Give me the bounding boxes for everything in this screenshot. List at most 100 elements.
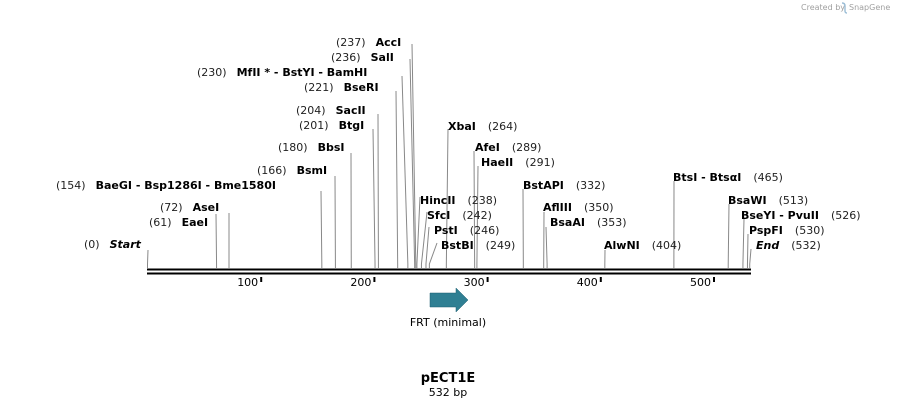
frt-feature-arrow[interactable] xyxy=(429,287,469,313)
site-label-bstbi[interactable]: BstBI (249) xyxy=(441,239,515,252)
site-position: (249) xyxy=(486,239,516,252)
site-label-bstapi[interactable]: BstAPI (332) xyxy=(523,179,605,192)
cut-line-end xyxy=(749,248,752,268)
enzyme-name: EaeI xyxy=(182,216,209,229)
enzyme-name: BseRI xyxy=(344,81,379,94)
site-label-sfci[interactable]: SfcI (242) xyxy=(427,209,492,222)
enzyme-name: XbaI xyxy=(448,120,476,133)
ruler: 100 200 300 400 500 xyxy=(237,276,715,289)
ruler-tick-label: 200 xyxy=(350,276,371,289)
enzyme-name: BstBI xyxy=(441,239,474,252)
site-position: (154) xyxy=(56,179,86,192)
enzyme-name: AlwNI xyxy=(604,239,640,252)
site-label-start[interactable]: (0) Start xyxy=(84,238,142,251)
site-position: (237) xyxy=(336,36,366,49)
site-position: (236) xyxy=(331,51,361,64)
site-label-sacii[interactable]: (204) SacII xyxy=(296,104,366,117)
enzyme-name: HincII xyxy=(420,194,456,207)
site-position: (166) xyxy=(257,164,287,177)
site-label-pspfi[interactable]: PspFI (530) xyxy=(749,224,825,237)
enzyme-name: AflIII xyxy=(543,201,572,214)
enzyme-name: PspFI xyxy=(749,224,783,237)
cut-line-start xyxy=(147,249,149,268)
enzyme-name: BseYI - PvuII xyxy=(741,209,819,222)
cut-line-hincii xyxy=(416,196,421,268)
cut-line-afei xyxy=(473,150,476,268)
site-label-end[interactable]: End (532) xyxy=(756,239,821,252)
site-label-haeii[interactable]: HaeII (291) xyxy=(481,156,555,169)
site-label-afei[interactable]: AfeI (289) xyxy=(475,141,541,154)
plasmid-size: 532 bp xyxy=(429,386,467,399)
feature-label: FRT (minimal) xyxy=(410,316,486,329)
site-label-sali[interactable]: (236) SalI xyxy=(331,51,394,64)
site-label-acci[interactable]: (237) AccI xyxy=(336,36,401,49)
site-label-bbsi[interactable]: (180) BbsI xyxy=(278,141,345,154)
site-position: (465) xyxy=(753,171,783,184)
cut-line-sali xyxy=(409,58,416,268)
site-position: (72) xyxy=(160,201,183,214)
site-position: (264) xyxy=(488,120,518,133)
site-position: (238) xyxy=(468,194,498,207)
site-position: (289) xyxy=(512,141,542,154)
ruler-tick-label: 300 xyxy=(464,276,485,289)
cut-line-mfii xyxy=(401,75,409,268)
site-position: (0) xyxy=(84,238,100,251)
watermark-text: Created by xyxy=(801,3,845,12)
enzyme-name: Start xyxy=(110,238,142,251)
enzyme-name: BsmI xyxy=(297,164,328,177)
site-label-asei[interactable]: (72) AseI xyxy=(160,201,219,214)
enzyme-name: MfII * - BstYI - BamHI xyxy=(237,66,368,79)
site-position: (61) xyxy=(149,216,172,229)
site-position: (404) xyxy=(652,239,682,252)
site-label-bsawi[interactable]: BsaWI (513) xyxy=(728,194,808,207)
cut-line-haeii xyxy=(476,165,479,268)
site-label-mfii[interactable]: (230) MfII * - BstYI - BamHI xyxy=(197,66,367,79)
ruler-tick-label: 400 xyxy=(577,276,598,289)
enzyme-name: BsaAI xyxy=(550,216,585,229)
enzyme-name: SfcI xyxy=(427,209,450,222)
cut-line-bstbi xyxy=(428,242,438,268)
site-position: (350) xyxy=(584,201,614,214)
cut-line-sfci xyxy=(420,211,428,268)
site-position: (180) xyxy=(278,141,308,154)
site-position: (204) xyxy=(296,104,326,117)
enzyme-name: BsaWI xyxy=(728,194,767,207)
site-position: (246) xyxy=(470,224,500,237)
enzyme-name: AseI xyxy=(193,201,220,214)
cut-line-psti xyxy=(425,226,430,268)
site-label-bsmi[interactable]: (166) BsmI xyxy=(257,164,327,177)
site-label-xbai[interactable]: XbaI (264) xyxy=(448,120,517,133)
enzyme-name: HaeII xyxy=(481,156,513,169)
site-label-psti[interactable]: PstI (246) xyxy=(434,224,499,237)
watermark-brand: SnapGene xyxy=(849,3,890,12)
site-label-bseri[interactable]: (221) BseRI xyxy=(304,81,379,94)
site-label-bseyi[interactable]: BseYI - PvuII (526) xyxy=(741,209,861,222)
enzyme-name: BbsI xyxy=(318,141,345,154)
site-labels: (0) Start (61) EaeI (72) AseI (154) BaeGI - Bsp… xyxy=(56,36,861,252)
site-label-alwni[interactable]: AlwNI (404) xyxy=(604,239,681,252)
enzyme-name: BtgI xyxy=(339,119,365,132)
enzyme-name: End xyxy=(756,239,779,252)
site-label-afliii[interactable]: AflIII (350) xyxy=(543,201,614,214)
cut-line-eaei xyxy=(215,213,218,268)
snapgene-watermark: Created by SnapGene xyxy=(801,2,890,14)
site-position: (201) xyxy=(299,119,329,132)
site-label-btgi[interactable]: (201) BtgI xyxy=(299,119,364,132)
site-position: (530) xyxy=(795,224,825,237)
site-label-btsi[interactable]: BtsI - BtsαI (465) xyxy=(673,171,783,184)
backbone-top-strand xyxy=(147,268,751,271)
cut-line-bsawi xyxy=(727,203,730,268)
site-label-baegi[interactable]: (154) BaeGI - Bsp1286I - Bme1580I xyxy=(56,179,276,192)
enzyme-name: BtsI - BtsαI xyxy=(673,171,741,184)
site-label-hincii[interactable]: HincII (238) xyxy=(420,194,497,207)
ruler-tick-label: 500 xyxy=(690,276,711,289)
site-position: (532) xyxy=(791,239,821,252)
site-position: (230) xyxy=(197,66,227,79)
site-position: (221) xyxy=(304,81,334,94)
site-label-bsaai[interactable]: BsaAI (353) xyxy=(550,216,627,229)
site-label-eaei[interactable]: (61) EaeI xyxy=(149,216,208,229)
snapgene-logo-icon xyxy=(841,2,848,14)
cut-line-xbai xyxy=(445,128,449,268)
cut-line-acci xyxy=(411,43,417,268)
